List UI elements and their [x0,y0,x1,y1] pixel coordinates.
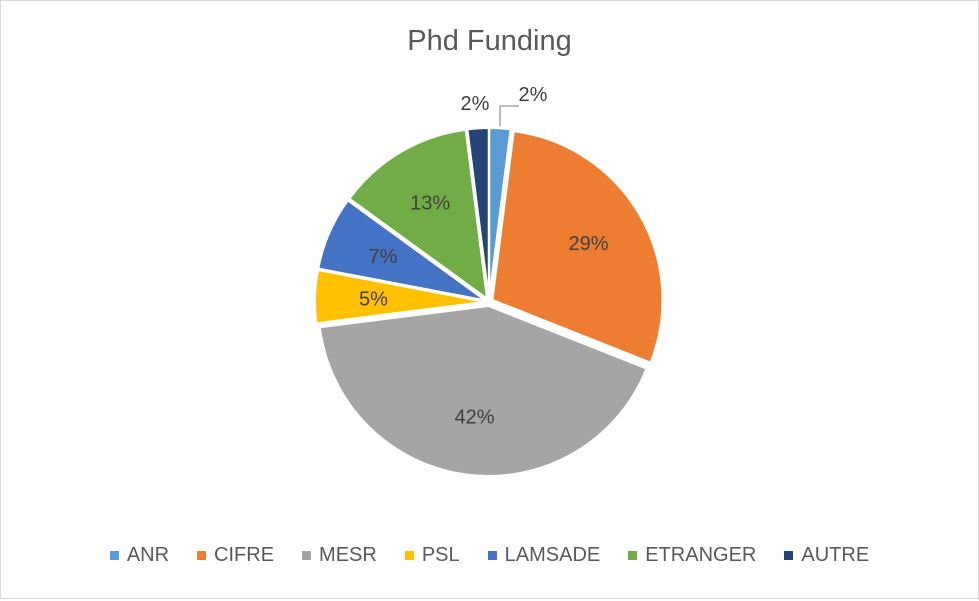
legend-item-etranger: ETRANGER [628,544,756,567]
pie-slice-psl [314,268,486,325]
legend-swatch [628,551,638,560]
data-label-mesr: 42% [454,407,494,429]
label-leader-line [499,105,519,127]
legend-swatch [302,551,312,560]
legend-label: ANR [126,544,170,566]
legend-swatch [109,551,119,560]
pie-slice-lamsade [317,199,486,302]
data-label-autre: 2% [461,93,490,115]
legend-item-cifre: CIFRE [197,544,274,567]
data-label-cifre: 29% [568,233,608,255]
legend-label: AUTRE [801,544,870,566]
data-label-anr: 2% [519,84,548,106]
chart-legend: ANR CIFRE MESR PSL LAMSADE ETRANGER AUTRE [1,544,978,567]
legend-item-autre: AUTRE [784,544,869,567]
pie-slice-mesr [318,304,648,477]
legend-label: MESR [319,544,377,566]
legend-swatch [487,551,497,560]
legend-item-mesr: MESR [302,544,377,567]
legend-label: LAMSADE [504,544,601,566]
pie-slice-cifre [491,130,664,364]
legend-swatch [404,551,414,560]
pie-slice-autre [466,127,490,299]
legend-swatch [197,551,207,560]
legend-item-anr: ANR [109,544,170,567]
legend-label: CIFRE [214,544,275,566]
chart-title: Phd Funding [407,25,572,57]
data-label-psl: 5% [359,288,388,310]
pie-slice-etranger [348,128,489,301]
legend-swatch [784,551,794,560]
data-label-etranger: 13% [410,192,450,214]
legend-item-psl: PSL [404,544,460,567]
legend-item-lamsade: LAMSADE [487,544,601,567]
legend-label: PSL [421,544,460,566]
legend-label: ETRANGER [645,544,757,566]
data-label-lamsade: 7% [368,246,397,268]
